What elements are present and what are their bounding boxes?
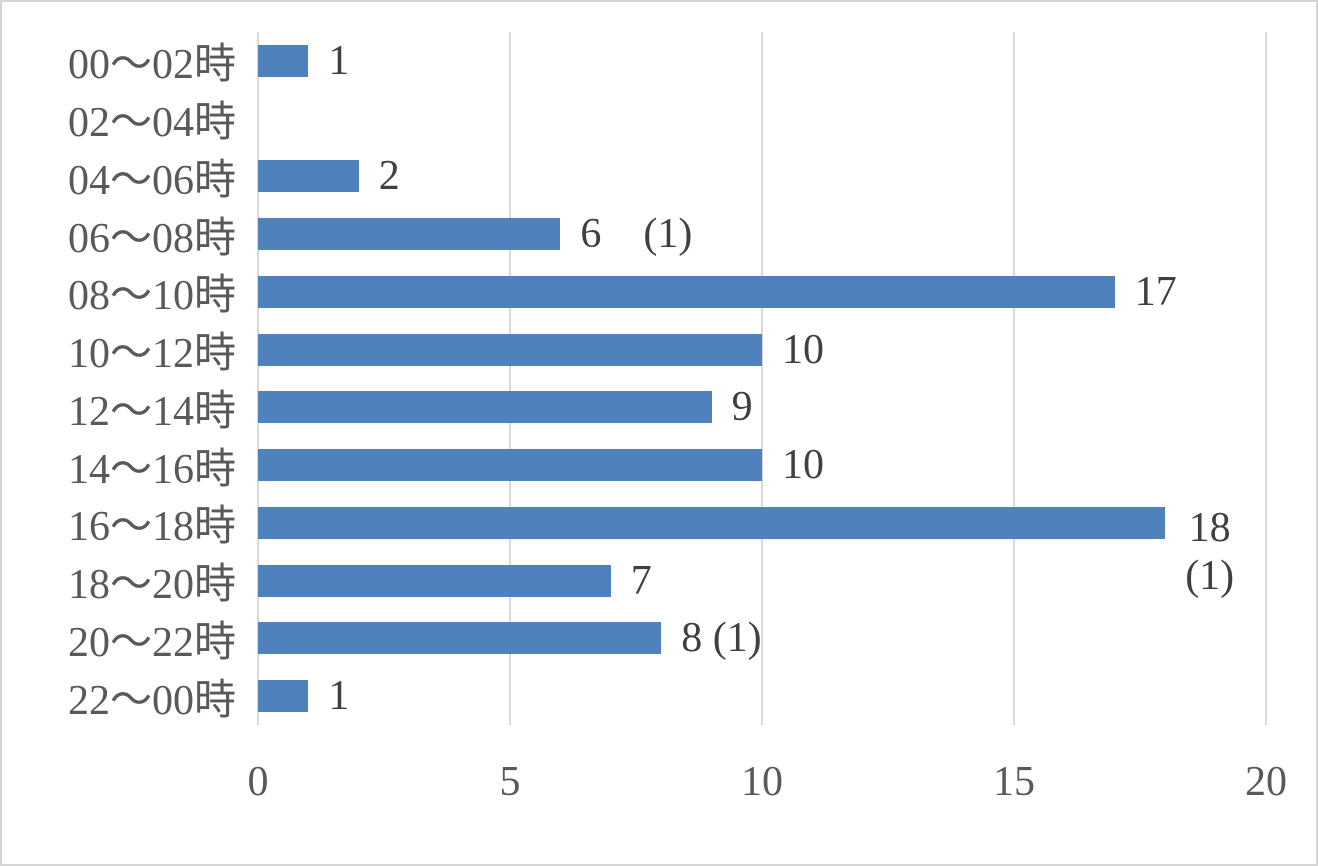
bar xyxy=(258,506,1166,539)
bar xyxy=(258,564,611,597)
bar xyxy=(258,449,762,482)
bar-value-label: 6 (1) xyxy=(580,211,693,258)
gridline xyxy=(509,32,511,725)
bar-value-label: 10 xyxy=(782,442,824,489)
bar-value-label: 9 xyxy=(731,384,753,431)
category-label: 10～12時 xyxy=(67,331,236,378)
category-label: 18～20時 xyxy=(67,562,236,609)
x-tick-label: 5 xyxy=(499,759,521,805)
bar-value-label: 17 xyxy=(1134,268,1177,315)
gridline xyxy=(761,32,763,725)
bar xyxy=(258,160,359,193)
x-tick-label: 0 xyxy=(247,759,269,805)
x-tick-label: 15 xyxy=(993,759,1035,805)
bar-value-label: 8 (1) xyxy=(681,615,762,662)
x-tick-label: 10 xyxy=(741,759,783,805)
gridline xyxy=(1265,32,1267,725)
gridline xyxy=(1013,32,1015,725)
category-label: 20～22時 xyxy=(67,619,236,666)
x-tick-label: 20 xyxy=(1245,759,1287,805)
bar-value-label: 7 xyxy=(630,557,652,604)
category-label: 00～02時 xyxy=(67,42,236,89)
category-label: 02～04時 xyxy=(67,100,236,147)
category-label: 06～08時 xyxy=(67,215,236,262)
category-label: 04～06時 xyxy=(67,157,236,204)
category-label: 22～00時 xyxy=(67,677,236,724)
bar xyxy=(258,44,309,77)
bar xyxy=(258,391,712,424)
category-label: 08～10時 xyxy=(67,273,236,320)
bar-value-label: 1 xyxy=(328,673,350,720)
category-label: 16～18時 xyxy=(67,504,236,551)
bar-value-label: 10 xyxy=(782,326,824,373)
bar xyxy=(258,622,662,655)
category-label: 12～14時 xyxy=(67,388,236,435)
bar-value-label: 18 (1) xyxy=(1185,504,1235,599)
gridline xyxy=(257,32,259,725)
bar-value-label: 1 xyxy=(328,37,350,84)
bar xyxy=(258,275,1115,308)
bar xyxy=(258,333,762,366)
bar xyxy=(258,218,561,251)
bar-value-label: 2 xyxy=(378,153,400,200)
category-label: 14～16時 xyxy=(67,446,236,493)
bar xyxy=(258,680,309,713)
